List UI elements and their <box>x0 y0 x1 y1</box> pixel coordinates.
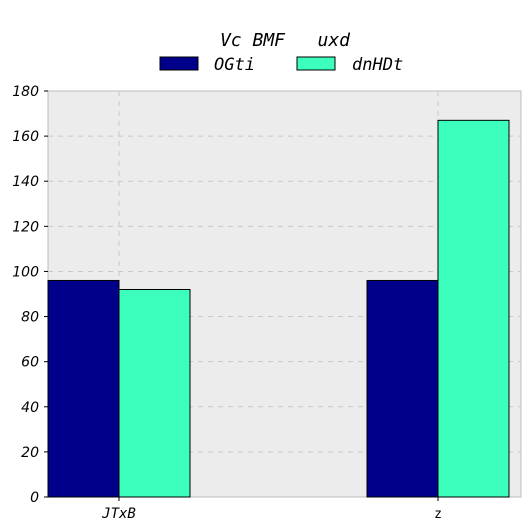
legend-label-ogti: OGti <box>214 55 255 75</box>
legend-swatch-ogti <box>159 56 199 71</box>
bar-dnhdt-z <box>437 119 510 498</box>
y-tick-label-80: 80 <box>21 310 39 326</box>
legend: OGti dnHDt <box>159 55 403 75</box>
legend-label-dnhdt: dnHDt <box>352 55 403 75</box>
y-tick-label-120: 120 <box>12 219 39 235</box>
y-tick-label-20: 20 <box>21 445 39 461</box>
y-tick-label-180: 180 <box>12 84 39 100</box>
y-axis: 0 20 40 60 80 100 120 140 160 180 <box>12 84 48 506</box>
y-tick-label-40: 40 <box>21 400 39 416</box>
x-tick-label-jtxb: JTxB <box>101 506 136 522</box>
bar-ogti-jtxb <box>47 279 120 498</box>
y-tick-label-160: 160 <box>12 129 39 145</box>
bars <box>47 119 510 498</box>
legend-swatch-dnhdt <box>296 56 336 71</box>
x-axis: JTxB z <box>101 497 442 522</box>
bar-ogti-z <box>366 279 439 498</box>
bar-dnhdt-jtxb <box>118 288 191 498</box>
y-tick-label-0: 0 <box>30 490 39 506</box>
chart-title: Vc BMF uxd <box>220 30 351 51</box>
y-tick-label-100: 100 <box>12 264 39 280</box>
y-tick-label-60: 60 <box>21 355 39 371</box>
y-tick-label-140: 140 <box>12 174 39 190</box>
x-tick-label-z: z <box>434 507 442 522</box>
